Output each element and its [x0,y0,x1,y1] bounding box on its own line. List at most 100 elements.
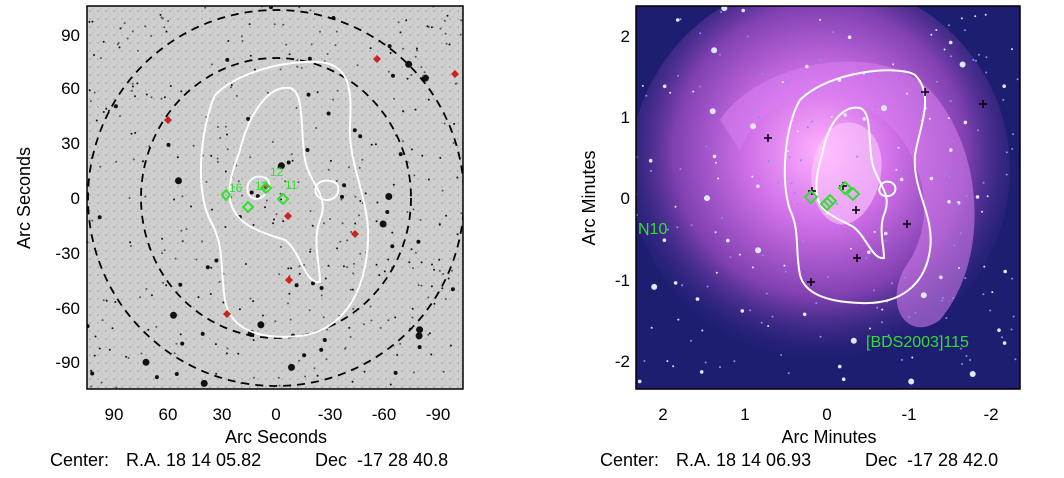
star [836,202,838,205]
outer-dashed-circle [87,9,463,387]
star [201,240,204,243]
star [150,96,153,99]
star [736,137,739,140]
star [837,364,842,369]
star [997,328,1001,333]
star [252,339,255,341]
star [170,311,177,319]
star [329,159,332,162]
star [219,137,222,139]
inner-contour [815,106,888,260]
star [390,244,395,249]
star [862,117,866,121]
star [427,333,430,336]
star [235,94,238,97]
star [406,211,409,213]
star [210,63,213,66]
star [352,128,357,133]
star [414,108,417,111]
star [216,160,219,163]
star [226,347,229,350]
star [415,49,418,52]
star [455,82,458,85]
star [785,80,788,83]
star [456,233,459,236]
star [95,119,98,122]
star [319,30,321,33]
star [959,347,962,350]
star [200,331,205,336]
outer-contour [199,60,370,338]
star [150,34,153,37]
star [983,265,986,268]
star [140,352,143,355]
star [393,97,396,100]
y-tick-label: 60 [61,79,80,98]
star [415,332,423,340]
star [796,130,799,133]
star [255,194,260,199]
star [197,296,200,299]
star [174,372,179,376]
center-ra: R.A. 18 14 05.82 [126,450,261,470]
star [673,281,678,285]
star [719,366,721,369]
star [398,152,403,157]
star [102,299,105,302]
star [900,358,903,361]
star [90,385,93,388]
star [402,110,405,113]
y-tick-label: 2 [621,27,630,46]
star [130,89,133,92]
star [319,347,324,352]
red-marker [373,55,381,63]
star [444,32,447,35]
star [847,35,852,39]
star [358,166,361,169]
star [385,193,393,200]
star [741,126,744,129]
star [200,379,208,387]
star [679,18,682,21]
right-contours [783,69,932,305]
star [453,122,456,125]
star [787,372,790,375]
star [427,178,430,181]
star [154,375,159,380]
star [249,54,252,57]
star [387,70,390,73]
star [676,226,679,229]
left-contours [199,60,370,338]
star [226,133,228,136]
star [961,363,964,365]
star [322,222,325,225]
star [305,148,310,152]
inner-dashed-circle [140,57,412,339]
star [411,316,414,319]
star [123,22,126,25]
plus-marker [807,278,815,286]
y-tick-label: -2 [615,352,630,371]
star [132,158,135,161]
star [391,73,395,78]
star [322,338,327,342]
y-tick-label: -90 [55,353,80,372]
star [408,261,411,264]
star [241,194,244,197]
star [385,210,390,214]
star [269,6,273,10]
star [947,200,951,204]
star [819,58,822,61]
star [412,208,415,211]
star [88,20,91,23]
star [1012,315,1015,318]
star [211,208,213,211]
star [288,53,291,56]
source-diamond [241,200,255,214]
star [645,94,648,97]
star [214,258,219,263]
star [205,180,208,183]
star [410,248,413,251]
star [977,129,979,132]
star [459,33,462,36]
